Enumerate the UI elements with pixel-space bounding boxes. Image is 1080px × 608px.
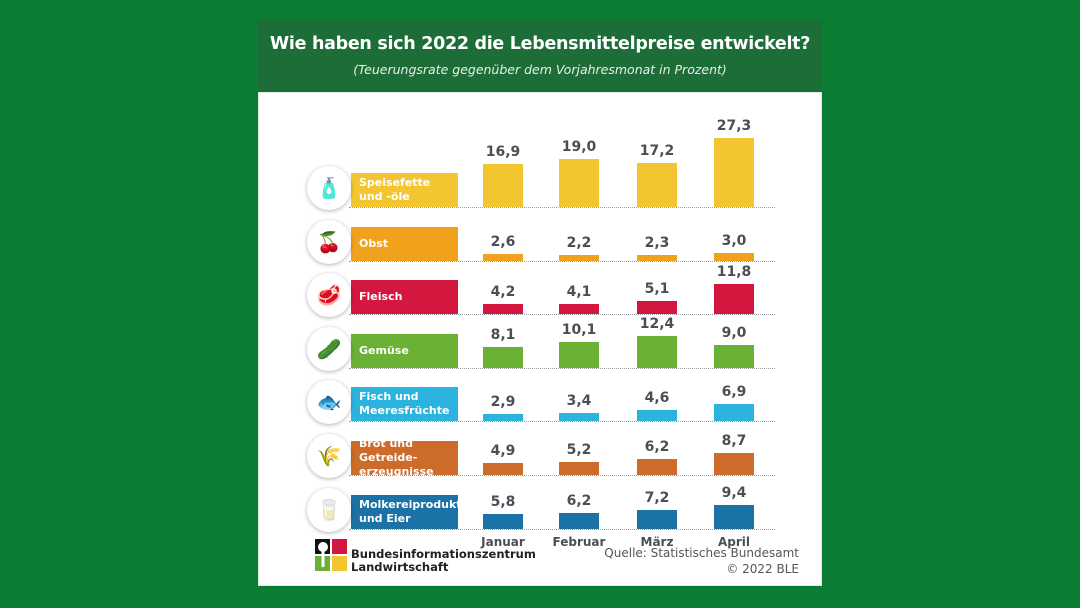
- series-label: Speisefette und -öle: [351, 173, 458, 207]
- bar: [559, 342, 599, 368]
- value-label: 2,9: [490, 394, 516, 411]
- value-label: 19,0: [561, 138, 597, 155]
- header: Wie haben sich 2022 die Lebensmittelprei…: [258, 20, 822, 92]
- fish-icon: 🐟: [307, 380, 351, 425]
- value-label: 5,2: [566, 441, 592, 458]
- value-label: 7,2: [644, 490, 670, 507]
- value-label: 17,2: [639, 143, 675, 160]
- bar: [483, 164, 523, 207]
- value-label: 2,6: [490, 234, 516, 251]
- baseline: [349, 207, 775, 208]
- value-label: 12,4: [639, 316, 675, 333]
- baseline: [349, 421, 775, 423]
- meat-icon: 🥩: [307, 273, 351, 318]
- series-label: Fisch und Meeresfrüchte: [351, 387, 458, 422]
- series-label: Fleisch: [351, 280, 458, 315]
- value-label: 3,4: [566, 392, 592, 409]
- value-label: 9,0: [721, 325, 747, 342]
- chart-subtitle: (Teuerungsrate gegenüber dem Vorjahresmo…: [353, 62, 727, 77]
- month-label: April: [717, 534, 751, 549]
- bar: [559, 158, 599, 207]
- bar: [483, 414, 523, 422]
- bar: [637, 301, 677, 315]
- bar: [637, 163, 677, 207]
- bar: [559, 512, 599, 529]
- month-label: März: [640, 534, 674, 549]
- value-label: 5,8: [490, 493, 516, 510]
- value-label: 3,0: [721, 233, 747, 249]
- series-label: Gemüse: [351, 333, 458, 368]
- baseline: [349, 367, 775, 369]
- series-label: Molkereiprodukte und Eier: [351, 494, 469, 529]
- logo-line-1: Bundesinformationszentrum: [351, 547, 536, 561]
- baseline: [349, 528, 775, 530]
- bar: [714, 345, 754, 368]
- value-label: 8,7: [721, 432, 747, 449]
- chart-title: Wie haben sich 2022 die Lebensmittelprei…: [269, 34, 811, 54]
- grain-icon: 🌾: [307, 434, 351, 478]
- chart-body: Speisefette und -öle 🧴 16,9 19,0 17,2 27,3 Obs…: [258, 92, 822, 586]
- bar: [483, 254, 523, 261]
- month-label: Februar: [552, 534, 606, 549]
- value-label: 2,3: [644, 234, 670, 251]
- baseline: [349, 314, 775, 316]
- value-label: 16,9: [485, 144, 521, 161]
- value-label: 9,4: [721, 484, 747, 501]
- bar: [714, 137, 754, 207]
- cherry-icon: 🍒: [307, 219, 351, 264]
- bar: [637, 459, 677, 475]
- value-label: 4,2: [490, 283, 516, 300]
- value-label: 2,2: [566, 235, 592, 252]
- series-label: Obst: [351, 226, 458, 261]
- milk-bottle-icon: 🥛: [307, 487, 351, 532]
- bar: [714, 504, 754, 529]
- source-text: Quelle: Statistisches Bundesamt: [604, 546, 799, 560]
- bar: [559, 255, 599, 261]
- series-label: Brot und Getreide- erzeugnisse: [351, 437, 458, 478]
- baseline: [349, 475, 775, 476]
- value-label: 4,1: [566, 283, 592, 300]
- bar: [714, 253, 754, 261]
- value-label: 27,3: [716, 117, 752, 134]
- cucumber-icon: 🥒: [307, 326, 351, 371]
- value-label: 8,1: [490, 327, 516, 344]
- infographic-panel: Wie haben sich 2022 die Lebensmittelprei…: [258, 20, 822, 586]
- bar: [637, 510, 677, 529]
- value-label: 6,2: [644, 439, 670, 456]
- bar: [483, 462, 523, 475]
- bar: [483, 347, 523, 368]
- bar: [714, 403, 754, 422]
- value-label: 6,2: [566, 492, 592, 509]
- bar: [559, 412, 599, 422]
- value-label: 5,1: [644, 281, 670, 298]
- bar: [637, 336, 677, 368]
- ble-logo-icon: [315, 539, 347, 571]
- oil-bottle-icon: 🧴: [307, 166, 351, 210]
- bar: [483, 303, 523, 315]
- bar: [714, 284, 754, 315]
- baseline: [349, 260, 775, 262]
- month-label: Januar: [481, 534, 525, 549]
- source-note: Quelle: Statistisches Bundesamt © 2022 B…: [604, 545, 799, 577]
- value-label: 4,6: [644, 389, 670, 406]
- bar: [559, 303, 599, 315]
- value-label: 10,1: [561, 322, 597, 339]
- bar: [714, 452, 754, 475]
- logo-line-2: Landwirtschaft: [351, 560, 449, 574]
- value-label: 4,9: [490, 442, 516, 459]
- bar: [637, 254, 677, 261]
- bar: [483, 513, 523, 529]
- bar: [559, 461, 599, 475]
- bar: [637, 409, 677, 422]
- logo-text: Bundesinformationszentrum Landwirtschaft: [351, 548, 536, 574]
- copyright-text: © 2022 BLE: [726, 562, 799, 576]
- value-label: 11,8: [716, 264, 752, 281]
- value-label: 6,9: [721, 383, 747, 400]
